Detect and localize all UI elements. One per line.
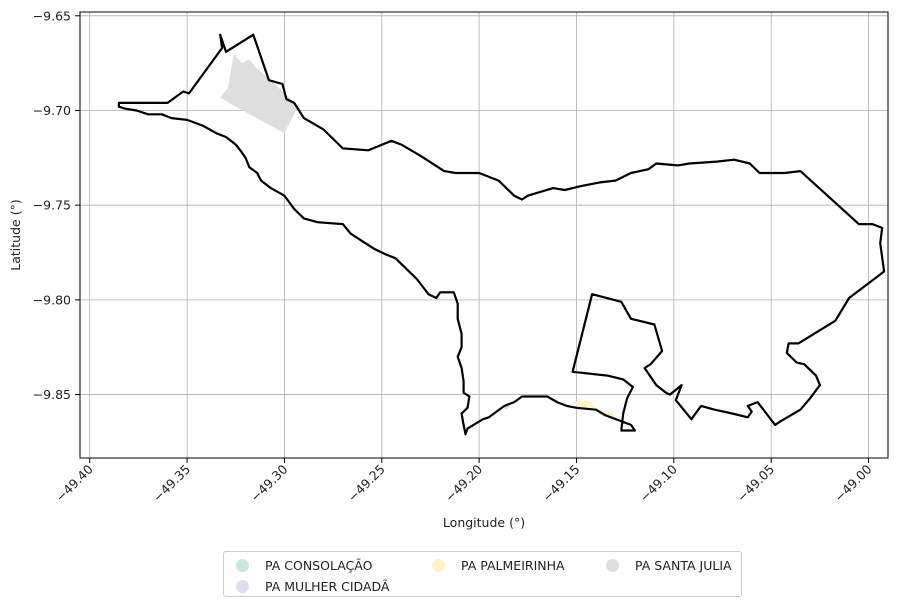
legend-label-mulher-cidada: PA MULHER CIDADÃ [265, 579, 390, 594]
municipality-boundary [117, 33, 886, 436]
legend-item-palmeirinha: PA PALMEIRINHA [432, 558, 565, 573]
x-axis-label: Longitude (°) [443, 515, 525, 530]
gridlines [80, 12, 888, 458]
x-tick-label: −49.40 [53, 461, 96, 504]
legend-item-consolacao: PA CONSOLAÇÃO [236, 558, 372, 573]
plot-frame [79, 11, 889, 459]
x-tick-label: −49.35 [150, 462, 193, 505]
protected-areas [220, 53, 616, 418]
legend-marker-santa-julia [606, 559, 619, 572]
y-tick-label: −9.85 [33, 387, 71, 402]
legend-item-santa-julia: PA SANTA JULIA [606, 558, 732, 573]
y-axis-label: Latitude (°) [8, 199, 23, 270]
axis-ticks: −49.40 −49.35 −49.30 −49.25 −49.20 −49.15 −49.… [33, 8, 875, 505]
x-tick-label: −49.30 [247, 461, 290, 504]
y-tick-label: −9.80 [33, 292, 71, 307]
legend-marker-mulher-cidada [236, 580, 249, 593]
x-tick-label: −49.25 [345, 462, 388, 505]
legend-marker-palmeirinha [432, 559, 445, 572]
legend-item-mulher-cidada: PA MULHER CIDADÃ [236, 579, 389, 594]
x-tick-label: −49.20 [442, 461, 485, 504]
x-tick-label: −49.00 [831, 461, 874, 504]
x-tick-label: −49.05 [734, 462, 777, 505]
y-tick-label: −9.65 [33, 8, 71, 23]
area-pa-santa-julia [220, 53, 299, 134]
y-tick-label: −9.70 [33, 103, 71, 118]
legend-marker-consolacao [236, 559, 249, 572]
x-tick-label: −49.10 [637, 461, 680, 504]
legend-label-palmeirinha: PA PALMEIRINHA [461, 558, 565, 573]
map-plot: −49.40 −49.35 −49.30 −49.25 −49.20 −49.15 −49.… [8, 8, 889, 530]
y-tick-label: −9.75 [33, 198, 71, 213]
legend-label-consolacao: PA CONSOLAÇÃO [265, 558, 373, 573]
legend: PA CONSOLAÇÃO PA MULHER CIDADÃ PA PALMEI… [223, 551, 742, 597]
x-tick-label: −49.15 [539, 462, 582, 505]
legend-label-santa-julia: PA SANTA JULIA [635, 558, 732, 573]
